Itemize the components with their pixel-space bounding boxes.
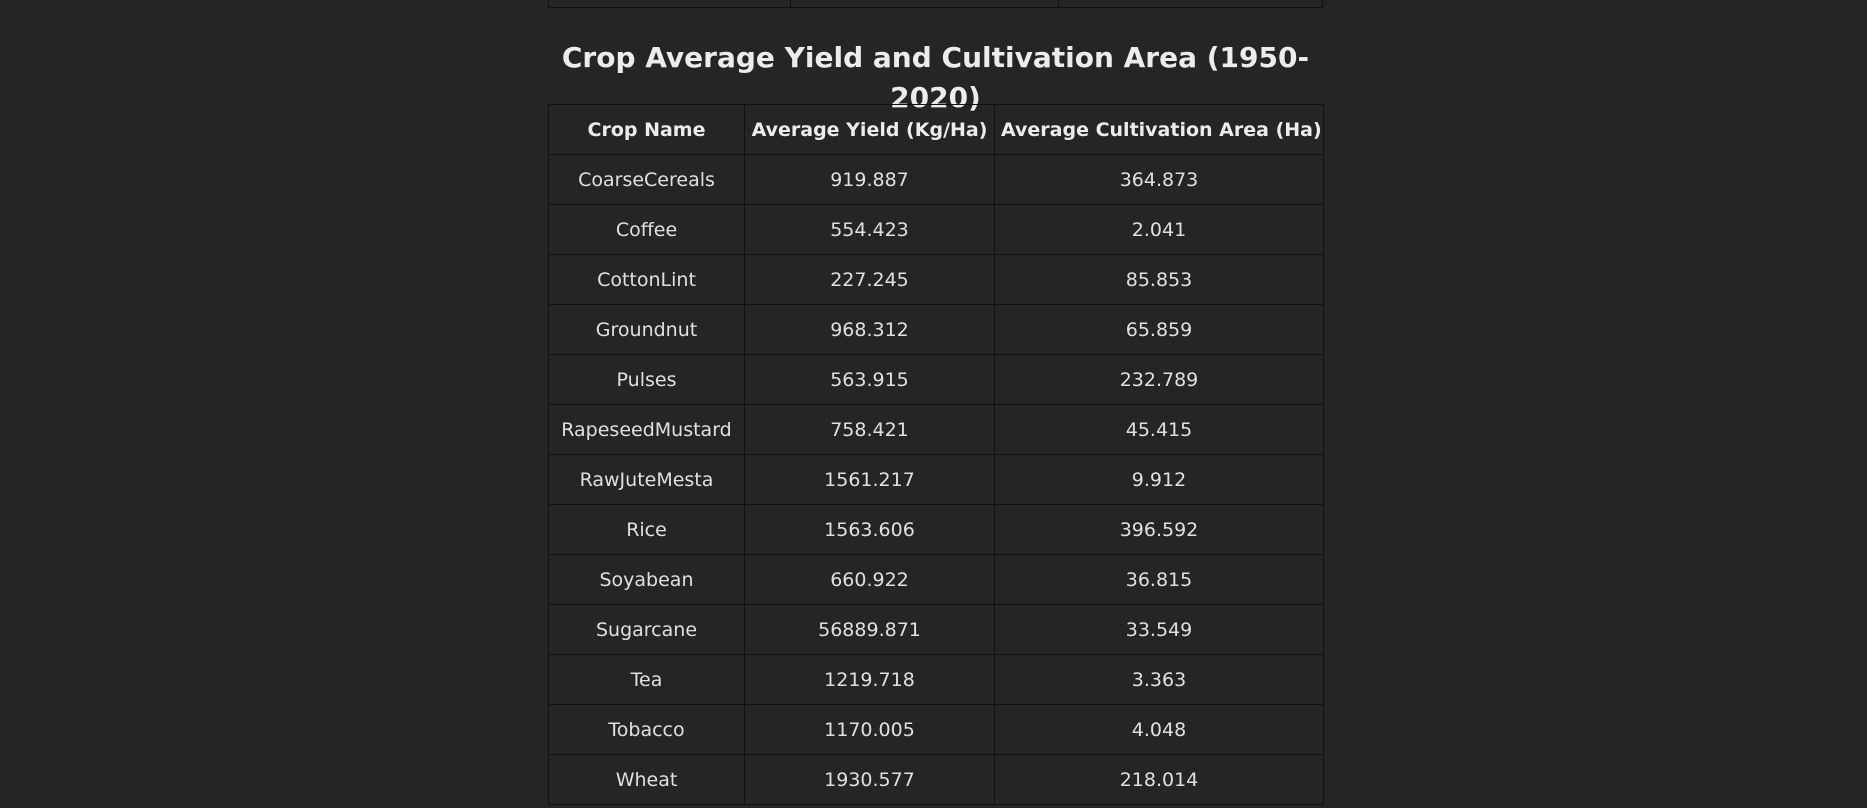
average-cultivation-area-cell: 45.415 (994, 404, 1324, 455)
crop-name-cell: Soyabean (548, 554, 745, 605)
crop-name-cell: Tobacco (548, 704, 745, 755)
column-header-crop-name: Crop Name (548, 104, 745, 155)
average-cultivation-area-cell: 36.815 (994, 554, 1324, 605)
crop-data-table: Crop Name Average Yield (Kg/Ha) Average … (548, 104, 1324, 805)
crop-name-cell: CottonLint (548, 254, 745, 305)
average-cultivation-area-cell: 65.859 (994, 304, 1324, 355)
previous-table-column-divider (1058, 0, 1059, 7)
crop-name-cell: Groundnut (548, 304, 745, 355)
table-header-row: Crop Name Average Yield (Kg/Ha) Average … (548, 104, 1324, 155)
average-yield-cell: 968.312 (744, 304, 995, 355)
table-row: Wheat 1930.577 218.014 (548, 754, 1324, 805)
crop-name-cell: Pulses (548, 354, 745, 405)
table-row: CottonLint 227.245 85.853 (548, 254, 1324, 305)
column-header-average-cultivation-area: Average Cultivation Area (Ha) (994, 104, 1324, 155)
average-yield-cell: 1219.718 (744, 654, 995, 705)
average-cultivation-area-cell: 2.041 (994, 204, 1324, 255)
crop-name-cell: Wheat (548, 754, 745, 805)
table-row: Tea 1219.718 3.363 (548, 654, 1324, 705)
table-row: Soyabean 660.922 36.815 (548, 554, 1324, 605)
crop-name-cell: Sugarcane (548, 604, 745, 655)
table-row: RawJuteMesta 1561.217 9.912 (548, 454, 1324, 505)
average-cultivation-area-cell: 218.014 (994, 754, 1324, 805)
table-row: Coffee 554.423 2.041 (548, 204, 1324, 255)
table-row: Sugarcane 56889.871 33.549 (548, 604, 1324, 655)
crop-name-cell: CoarseCereals (548, 154, 745, 205)
average-cultivation-area-cell: 33.549 (994, 604, 1324, 655)
average-cultivation-area-cell: 396.592 (994, 504, 1324, 555)
average-cultivation-area-cell: 232.789 (994, 354, 1324, 405)
table-body: CoarseCereals 919.887 364.873 Coffee 554.423… (548, 154, 1324, 805)
average-cultivation-area-cell: 85.853 (994, 254, 1324, 305)
average-yield-cell: 563.915 (744, 354, 995, 405)
column-header-average-yield: Average Yield (Kg/Ha) (744, 104, 995, 155)
table-row: Tobacco 1170.005 4.048 (548, 704, 1324, 755)
crop-name-cell: RawJuteMesta (548, 454, 745, 505)
average-yield-cell: 554.423 (744, 204, 995, 255)
average-yield-cell: 227.245 (744, 254, 995, 305)
previous-table-column-divider (790, 0, 791, 7)
table-row: Rice 1563.606 396.592 (548, 504, 1324, 555)
average-yield-cell: 919.887 (744, 154, 995, 205)
average-yield-cell: 1561.217 (744, 454, 995, 505)
crop-name-cell: RapeseedMustard (548, 404, 745, 455)
table-row: Groundnut 968.312 65.859 (548, 304, 1324, 355)
average-yield-cell: 56889.871 (744, 604, 995, 655)
average-cultivation-area-cell: 4.048 (994, 704, 1324, 755)
average-yield-cell: 758.421 (744, 404, 995, 455)
average-yield-cell: 1563.606 (744, 504, 995, 555)
average-yield-cell: 1170.005 (744, 704, 995, 755)
table-row: CoarseCereals 919.887 364.873 (548, 154, 1324, 205)
average-yield-cell: 1930.577 (744, 754, 995, 805)
average-cultivation-area-cell: 364.873 (994, 154, 1324, 205)
table-row: RapeseedMustard 758.421 45.415 (548, 404, 1324, 455)
average-cultivation-area-cell: 9.912 (994, 454, 1324, 505)
average-cultivation-area-cell: 3.363 (994, 654, 1324, 705)
crop-name-cell: Rice (548, 504, 745, 555)
crop-name-cell: Coffee (548, 204, 745, 255)
average-yield-cell: 660.922 (744, 554, 995, 605)
crop-name-cell: Tea (548, 654, 745, 705)
page-title: Crop Average Yield and Cultivation Area … (561, 41, 1310, 114)
table-row: Pulses 563.915 232.789 (548, 354, 1324, 405)
previous-table-bottom-edge (548, 0, 1323, 8)
